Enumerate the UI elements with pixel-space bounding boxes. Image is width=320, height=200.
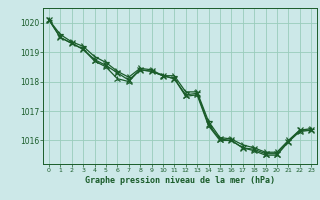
X-axis label: Graphe pression niveau de la mer (hPa): Graphe pression niveau de la mer (hPa) [85, 176, 275, 185]
